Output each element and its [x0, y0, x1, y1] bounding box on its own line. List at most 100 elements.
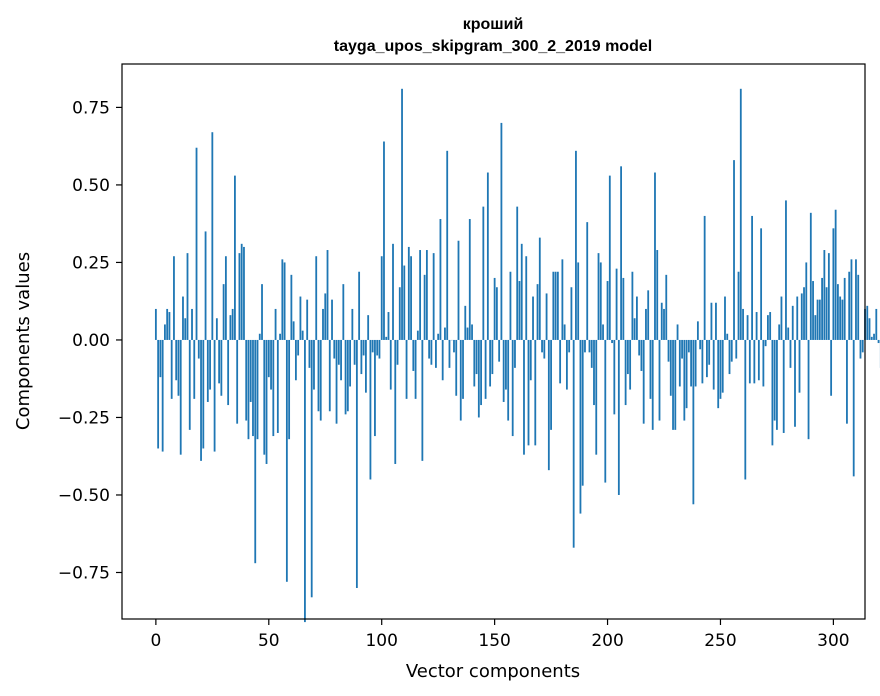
- bar: [464, 305, 467, 340]
- x-tick-label: 200: [591, 631, 623, 651]
- bar: [371, 339, 374, 353]
- bar: [292, 321, 295, 340]
- bar: [301, 330, 304, 340]
- bar: [654, 172, 656, 340]
- bar: [453, 339, 455, 353]
- bar: [837, 284, 839, 340]
- bar: [830, 339, 833, 396]
- bar: [173, 256, 175, 340]
- bar: [306, 299, 309, 340]
- bar: [154, 308, 157, 340]
- bar: [335, 339, 338, 424]
- bar: [800, 293, 803, 340]
- bar: [349, 339, 351, 387]
- bar: [398, 287, 401, 340]
- bar: [394, 339, 397, 464]
- bar: [857, 274, 860, 340]
- bar: [392, 243, 394, 340]
- bar: [261, 284, 263, 340]
- bar: [649, 339, 652, 399]
- bar: [674, 339, 677, 430]
- bar: [396, 339, 399, 365]
- bar: [254, 339, 257, 564]
- bar: [437, 333, 440, 340]
- y-tick-label: 0.50: [72, 176, 110, 196]
- bar: [629, 339, 632, 390]
- bar: [527, 339, 530, 446]
- bar: [283, 262, 286, 340]
- bar: [353, 339, 356, 365]
- bar: [425, 250, 428, 340]
- bar: [660, 302, 663, 340]
- bar: [272, 339, 275, 437]
- bar: [279, 333, 281, 340]
- x-tick-label: 0: [150, 631, 161, 651]
- bar: [245, 339, 248, 421]
- bar: [721, 339, 724, 393]
- bar: [448, 339, 451, 368]
- bar: [274, 308, 277, 340]
- bar: [873, 333, 875, 340]
- bar: [615, 268, 618, 340]
- bar: [324, 293, 327, 340]
- bar: [816, 299, 819, 340]
- bar: [446, 150, 449, 340]
- bar: [762, 339, 765, 387]
- bar: [712, 339, 715, 390]
- bar: [344, 339, 347, 415]
- bar: [613, 339, 616, 415]
- bar: [439, 219, 442, 340]
- bar: [480, 339, 482, 406]
- bar: [288, 339, 291, 440]
- bar: [340, 339, 342, 381]
- bar: [728, 339, 731, 375]
- bar: [687, 339, 690, 353]
- bar: [342, 284, 345, 340]
- bar: [166, 308, 169, 340]
- bar: [231, 308, 234, 340]
- bar: [299, 296, 302, 340]
- bar: [875, 308, 878, 340]
- x-tick-label: 300: [817, 631, 849, 651]
- bar: [523, 339, 525, 455]
- bar: [308, 339, 311, 368]
- bar: [848, 271, 851, 340]
- bar: [834, 209, 837, 340]
- bar: [532, 296, 534, 340]
- bar: [168, 312, 171, 340]
- bar: [319, 339, 322, 421]
- bar: [270, 339, 272, 390]
- bar: [252, 339, 254, 437]
- bar: [543, 339, 546, 359]
- bar: [782, 339, 785, 433]
- bar: [326, 250, 329, 340]
- bar: [746, 315, 749, 340]
- bar: [500, 122, 503, 340]
- bar: [764, 339, 767, 347]
- bar: [678, 339, 681, 387]
- bar: [267, 339, 270, 378]
- bar: [766, 315, 769, 340]
- bar: [572, 339, 575, 548]
- bar: [281, 259, 284, 340]
- bar: [595, 339, 598, 455]
- bar: [717, 339, 720, 409]
- bar: [419, 250, 422, 340]
- bar: [744, 339, 747, 480]
- bar: [565, 339, 568, 390]
- bar: [414, 339, 417, 399]
- bar: [337, 339, 340, 365]
- bar: [789, 339, 792, 368]
- bar: [263, 339, 266, 455]
- bar: [620, 166, 622, 340]
- bar: [859, 339, 862, 359]
- bar: [776, 339, 778, 430]
- bar: [796, 296, 799, 340]
- bar: [575, 150, 577, 340]
- bar: [733, 160, 735, 340]
- bar: [656, 250, 659, 340]
- bar: [243, 246, 245, 340]
- bar: [640, 339, 643, 371]
- bar: [636, 296, 638, 340]
